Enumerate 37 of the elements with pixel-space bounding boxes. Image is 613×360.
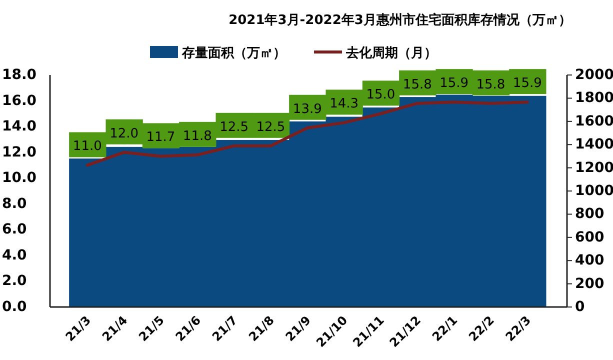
y2-tick-label: 400 [575,252,604,269]
y2-tick-label: 1800 [575,90,613,106]
data-label: 13.9 [292,102,322,117]
data-label: 15.9 [512,76,542,92]
y-tick-label: 10.0 [2,170,37,186]
y2-tick-label: 800 [575,206,604,222]
y-tick-label: 6.0 [2,222,28,238]
data-label: 15.0 [366,88,396,103]
y2-tick-label: 2000 [575,67,613,83]
data-label: 15.9 [440,76,469,92]
y2-tick-label: 200 [575,276,604,292]
y-tick-label: 8.0 [2,196,28,212]
data-label: 14.3 [330,96,359,112]
y-tick-label: 14.0 [2,118,37,135]
data-label: 15.8 [402,77,432,92]
data-label: 11.7 [146,130,176,146]
data-label: 15.8 [476,77,506,92]
y2-tick-label: 600 [575,229,604,246]
y2-tick-label: 1400 [575,136,613,153]
data-label: 12.5 [256,120,286,135]
y-tick-label: 18.0 [2,67,37,83]
data-label: 12.5 [220,120,249,135]
y2-tick-label: 1200 [575,160,613,176]
y2-tick-label: 1600 [575,113,613,130]
y2-tick-label: 0 [575,299,585,315]
y2-tick-label: 1000 [575,183,613,199]
y-tick-label: 4.0 [2,247,28,264]
data-label: 11.0 [72,139,102,154]
y-tick-label: 0.0 [2,299,28,315]
legend-label: 去化周期（月） [345,46,437,61]
y-tick-label: 2.0 [2,273,28,290]
chart-title: 2021年3月-2022年3月惠州市住宅面积库存情况（万㎡） [228,12,572,28]
y-tick-label: 12.0 [2,144,37,160]
legend-label: 存量面积（万㎡） [181,46,286,61]
y-tick-label: 16.0 [2,92,37,109]
data-label: 11.8 [182,128,212,144]
data-label: 12.0 [110,126,139,142]
